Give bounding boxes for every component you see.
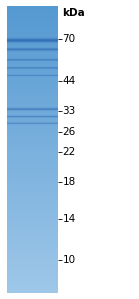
Text: 18: 18 xyxy=(63,177,76,187)
Text: 33: 33 xyxy=(63,106,76,116)
Text: 22: 22 xyxy=(63,147,76,158)
Text: 14: 14 xyxy=(63,214,76,224)
Text: 10: 10 xyxy=(63,255,76,265)
Text: 44: 44 xyxy=(63,76,76,86)
Text: 70: 70 xyxy=(63,34,76,45)
Text: 26: 26 xyxy=(63,127,76,137)
Text: kDa: kDa xyxy=(63,8,85,19)
